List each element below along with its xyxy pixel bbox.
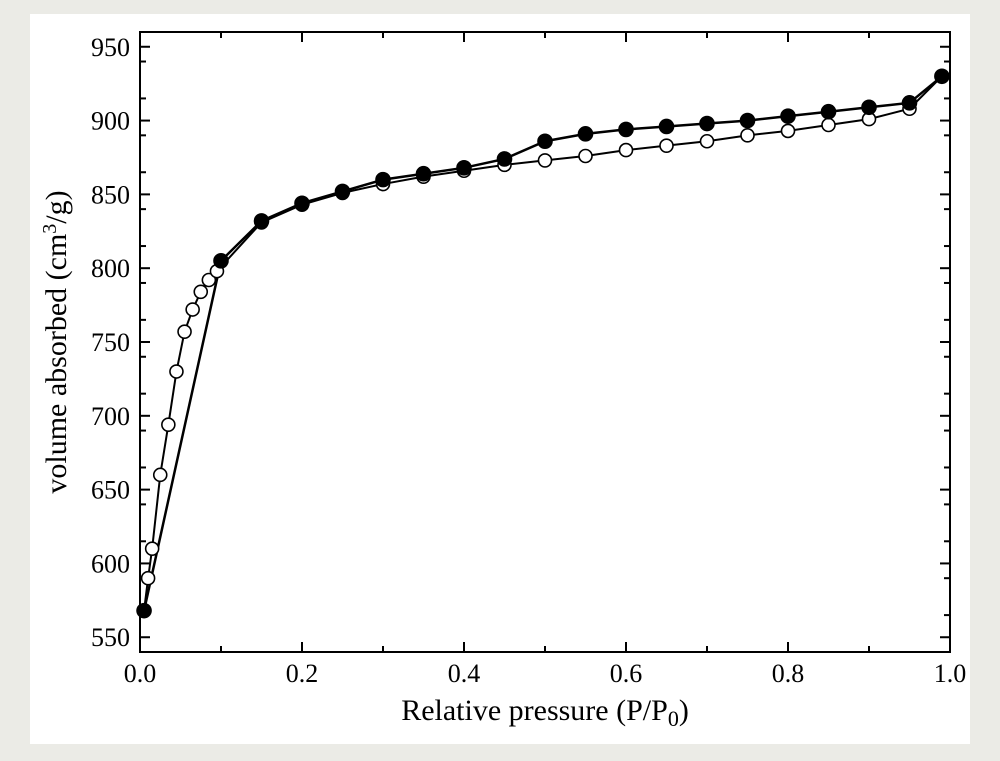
x-tick-label: 0.8 (772, 659, 805, 688)
x-tick-label: 0.0 (124, 659, 157, 688)
marker-adsorption (154, 468, 167, 481)
marker-desorption (137, 604, 151, 618)
marker-desorption (619, 122, 633, 136)
marker-desorption (822, 105, 836, 119)
marker-adsorption (822, 119, 835, 132)
y-tick-label: 850 (91, 180, 130, 209)
marker-desorption (336, 184, 350, 198)
marker-desorption (579, 127, 593, 141)
marker-desorption (376, 173, 390, 187)
marker-adsorption (186, 303, 199, 316)
marker-desorption (700, 117, 714, 131)
y-tick-label: 600 (91, 549, 130, 578)
marker-desorption (538, 134, 552, 148)
marker-desorption (255, 214, 269, 228)
y-tick-label: 800 (91, 254, 130, 283)
marker-adsorption (620, 144, 633, 157)
y-axis-title: volume absorbed (cm3/g) (39, 190, 73, 493)
y-tick-label: 750 (91, 328, 130, 357)
marker-desorption (457, 161, 471, 175)
marker-adsorption (162, 418, 175, 431)
marker-desorption (862, 100, 876, 114)
marker-adsorption (142, 572, 155, 585)
marker-adsorption (660, 139, 673, 152)
marker-desorption (660, 119, 674, 133)
marker-desorption (741, 114, 755, 128)
x-axis-title: Relative pressure (P/P0) (401, 694, 689, 731)
marker-adsorption (178, 325, 191, 338)
marker-desorption (498, 152, 512, 166)
marker-adsorption (539, 154, 552, 167)
y-tick-label: 650 (91, 476, 130, 505)
marker-desorption (935, 69, 949, 83)
marker-desorption (295, 196, 309, 210)
y-tick-label: 700 (91, 402, 130, 431)
marker-adsorption (146, 542, 159, 555)
y-tick-label: 550 (91, 623, 130, 652)
marker-desorption (903, 96, 917, 110)
marker-adsorption (782, 124, 795, 137)
marker-desorption (417, 167, 431, 181)
marker-adsorption (170, 365, 183, 378)
marker-adsorption (194, 285, 207, 298)
chart-container: 0.0 0.2 0.4 0.6 0.8 1.0 550 600 650 700 750 800 850 9… (30, 14, 970, 744)
y-tick-label: 900 (91, 107, 130, 136)
marker-adsorption (579, 150, 592, 163)
marker-adsorption (701, 135, 714, 148)
x-tick-label: 0.2 (286, 659, 319, 688)
marker-desorption (214, 254, 228, 268)
y-tick-label: 950 (91, 33, 130, 62)
x-tick-label: 0.6 (610, 659, 643, 688)
x-tick-label: 1.0 (934, 659, 967, 688)
isotherm-chart: 0.0 0.2 0.4 0.6 0.8 1.0 550 600 650 700 750 800 850 9… (30, 14, 970, 744)
x-tick-label: 0.4 (448, 659, 481, 688)
marker-desorption (781, 109, 795, 123)
marker-adsorption (741, 129, 754, 142)
